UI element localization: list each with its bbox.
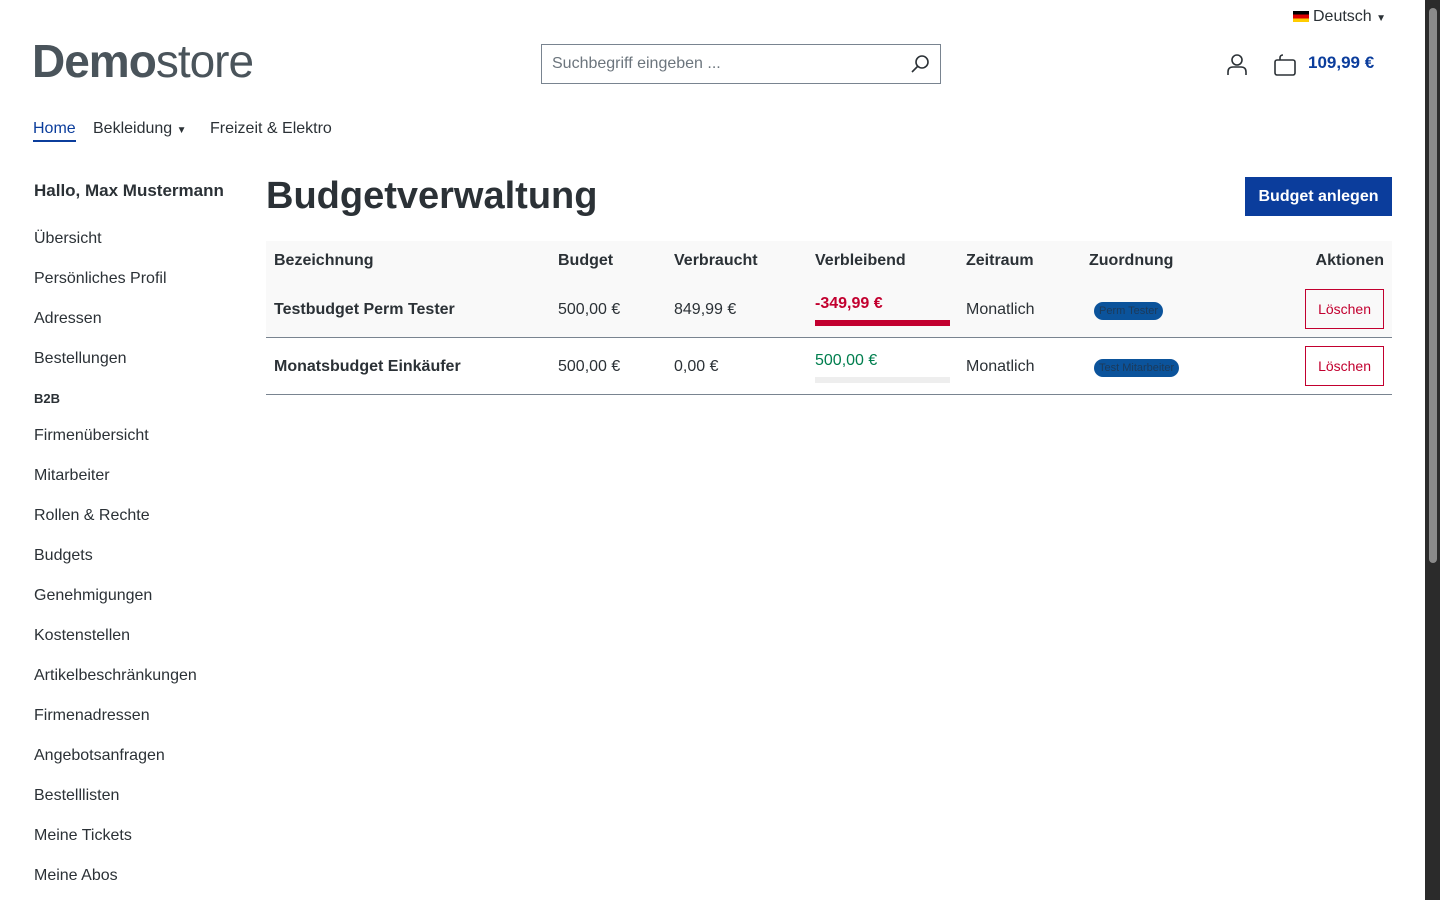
assignment-badge: Test Mitarbeiter	[1094, 359, 1180, 377]
sidebar-link[interactable]: Angebotsanfragen	[34, 747, 165, 764]
column-header: Verbleibend	[815, 252, 906, 269]
logo[interactable]: Demostore	[32, 34, 254, 88]
sidebar-link[interactable]: Meine Tickets	[34, 827, 132, 844]
sidebar-link[interactable]: Meine Abos	[34, 867, 118, 884]
create-button[interactable]: Budget anlegen	[1245, 177, 1392, 216]
budget-used: 849,99 €	[674, 301, 737, 318]
sidebar-link[interactable]: Bestellungen	[34, 350, 127, 367]
sidebar-link[interactable]: Persönliches Profil	[34, 270, 167, 287]
sidebar-link[interactable]: Adressen	[34, 310, 102, 327]
nav-link[interactable]: Home	[33, 120, 76, 142]
budget-used: 0,00 €	[674, 358, 719, 375]
budget-period: Monatlich	[966, 358, 1035, 375]
sidebar-link[interactable]: Bestelllisten	[34, 787, 120, 804]
sidebar-link[interactable]: Genehmigungen	[34, 587, 153, 604]
greeting: Hallo, Max Mustermann	[34, 181, 224, 200]
language-switcher[interactable]: Deutsch ▼	[1293, 8, 1386, 26]
sidebar-link[interactable]: Firmenadressen	[34, 707, 150, 724]
progress-bar	[815, 320, 950, 326]
cart-total[interactable]: 109,99 €	[1308, 53, 1375, 72]
budget-period: Monatlich	[966, 301, 1035, 318]
budget-amount: 500,00 €	[558, 358, 621, 375]
nav-link[interactable]: Bekleidung ▼	[93, 120, 187, 137]
cart-icon[interactable]	[1273, 53, 1297, 77]
language: Deutsch	[1313, 8, 1372, 25]
sidebar-link[interactable]: Budgets	[34, 547, 93, 564]
nav-label: Bekleidung	[93, 120, 173, 137]
assignment-badge: Perm Tester	[1094, 302, 1164, 320]
search-icon[interactable]	[910, 54, 930, 74]
sidebar-section: B2B	[34, 391, 61, 406]
page-title: Budgetverwaltung	[266, 175, 598, 217]
sidebar-link[interactable]: Übersicht	[34, 230, 102, 247]
budget-amount: 500,00 €	[558, 301, 621, 318]
delete-button[interactable]: Löschen	[1305, 289, 1384, 329]
sidebar-link[interactable]: Firmenübersicht	[34, 427, 149, 444]
budget-remaining: -349,99 €	[815, 295, 883, 312]
sidebar-link[interactable]: Artikelbeschränkungen	[34, 667, 197, 684]
column-header: Bezeichnung	[274, 252, 374, 269]
account-icon[interactable]	[1226, 53, 1248, 77]
progress-bar	[815, 377, 950, 383]
search-input[interactable]: Suchbegriff eingeben ...	[541, 44, 941, 84]
sidebar-link[interactable]: Kostenstellen	[34, 627, 131, 644]
table-row: Testbudget Perm Tester 500,00 € 849,99 € -3…	[266, 281, 1392, 338]
sidebar-link[interactable]: Mitarbeiter	[34, 467, 110, 484]
sidebar-link[interactable]: Rollen & Rechte	[34, 507, 150, 524]
column-header: Zuordnung	[1089, 252, 1174, 269]
column-header: Budget	[558, 252, 614, 269]
budget-remaining: 500,00 €	[815, 352, 878, 369]
column-header: Verbraucht	[674, 252, 758, 269]
logo-bold: Demo	[32, 35, 157, 87]
column-header: Zeitraum	[966, 252, 1034, 269]
search-placeholder: Suchbegriff eingeben ...	[552, 55, 721, 72]
scrollbar-thumb[interactable]	[1429, 8, 1437, 563]
budget-name: Testbudget Perm Tester	[274, 301, 455, 318]
nav-link[interactable]: Freizeit & Elektro	[210, 120, 332, 137]
table-row: Monatsbudget Einkäufer 500,00 € 0,00 € 500,…	[266, 338, 1392, 395]
logo-light: store	[155, 35, 254, 87]
delete-button[interactable]: Löschen	[1305, 346, 1384, 386]
table-header: Bezeichnung Budget Verbraucht Verbleibend Ze…	[266, 241, 1392, 282]
budget-name: Monatsbudget Einkäufer	[274, 358, 461, 375]
column-header: Aktionen	[1315, 252, 1384, 269]
